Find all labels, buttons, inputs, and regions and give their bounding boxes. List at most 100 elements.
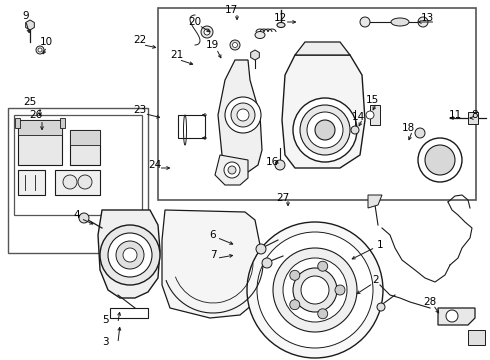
Circle shape [262, 258, 272, 268]
Polygon shape [18, 120, 62, 165]
Polygon shape [15, 118, 20, 128]
Polygon shape [368, 195, 382, 208]
Text: 7: 7 [210, 250, 216, 260]
Text: 23: 23 [133, 105, 147, 115]
Polygon shape [70, 130, 100, 165]
Polygon shape [98, 210, 160, 298]
Circle shape [318, 309, 328, 319]
Circle shape [100, 225, 160, 285]
Polygon shape [70, 130, 100, 145]
Text: 9: 9 [23, 11, 29, 21]
Circle shape [78, 175, 92, 189]
Text: 1: 1 [377, 240, 383, 250]
Bar [14, 115, 142, 215]
Circle shape [418, 17, 428, 27]
Text: 4: 4 [74, 210, 80, 220]
Circle shape [360, 17, 370, 27]
Polygon shape [162, 210, 262, 318]
Bar [158, 8, 476, 200]
Ellipse shape [255, 31, 265, 39]
Circle shape [290, 270, 300, 280]
Circle shape [123, 248, 137, 262]
Polygon shape [55, 170, 100, 195]
Circle shape [257, 232, 373, 348]
Bar [8, 108, 148, 253]
Circle shape [247, 222, 383, 358]
Text: 2: 2 [373, 275, 379, 285]
Circle shape [293, 268, 337, 312]
Circle shape [351, 126, 359, 134]
Text: 22: 22 [133, 35, 147, 45]
Text: 3: 3 [102, 337, 108, 347]
Text: 14: 14 [351, 112, 365, 122]
Ellipse shape [277, 22, 285, 27]
Text: 18: 18 [401, 123, 415, 133]
Circle shape [446, 310, 458, 322]
Circle shape [201, 26, 213, 38]
Circle shape [228, 166, 236, 174]
Circle shape [318, 261, 328, 271]
Polygon shape [282, 55, 365, 168]
Text: 26: 26 [29, 110, 43, 120]
Text: 11: 11 [448, 110, 462, 120]
Circle shape [377, 303, 385, 311]
Circle shape [366, 111, 374, 119]
Circle shape [256, 244, 266, 254]
Polygon shape [178, 115, 205, 138]
Polygon shape [18, 120, 62, 135]
Circle shape [224, 162, 240, 178]
Circle shape [232, 42, 238, 48]
Circle shape [273, 248, 357, 332]
Polygon shape [295, 42, 350, 55]
Circle shape [301, 276, 329, 304]
Text: 21: 21 [171, 50, 184, 60]
Circle shape [237, 109, 249, 121]
Ellipse shape [391, 18, 409, 26]
Circle shape [116, 241, 144, 269]
Polygon shape [468, 330, 485, 345]
Circle shape [204, 29, 210, 35]
Text: 25: 25 [24, 97, 37, 107]
Polygon shape [468, 112, 478, 124]
Circle shape [315, 120, 335, 140]
Text: 15: 15 [366, 95, 379, 105]
Text: 8: 8 [472, 110, 478, 120]
Text: 5: 5 [102, 315, 108, 325]
Polygon shape [25, 20, 34, 30]
Text: 10: 10 [39, 37, 52, 47]
Circle shape [300, 105, 350, 155]
Circle shape [63, 175, 77, 189]
Circle shape [230, 40, 240, 50]
Circle shape [275, 160, 285, 170]
Text: 6: 6 [210, 230, 216, 240]
Circle shape [36, 46, 44, 54]
Text: 27: 27 [276, 193, 290, 203]
Circle shape [231, 103, 255, 127]
Circle shape [335, 285, 345, 295]
Circle shape [283, 258, 347, 322]
Polygon shape [18, 170, 45, 195]
Circle shape [290, 300, 300, 310]
Circle shape [307, 112, 343, 148]
Circle shape [225, 97, 261, 133]
Circle shape [108, 233, 152, 277]
Polygon shape [60, 118, 65, 128]
Polygon shape [218, 60, 262, 172]
Text: 17: 17 [224, 5, 238, 15]
Polygon shape [370, 105, 380, 125]
Circle shape [425, 145, 455, 175]
Polygon shape [438, 308, 475, 325]
Text: 12: 12 [273, 13, 287, 23]
Polygon shape [215, 155, 248, 185]
Polygon shape [251, 50, 259, 60]
Circle shape [38, 48, 42, 52]
Text: 20: 20 [189, 17, 201, 27]
Polygon shape [110, 308, 148, 318]
Text: 24: 24 [148, 160, 162, 170]
Circle shape [293, 98, 357, 162]
Text: 16: 16 [266, 157, 279, 167]
Text: 13: 13 [420, 13, 434, 23]
Text: 19: 19 [205, 40, 219, 50]
Circle shape [415, 128, 425, 138]
Text: 28: 28 [423, 297, 437, 307]
